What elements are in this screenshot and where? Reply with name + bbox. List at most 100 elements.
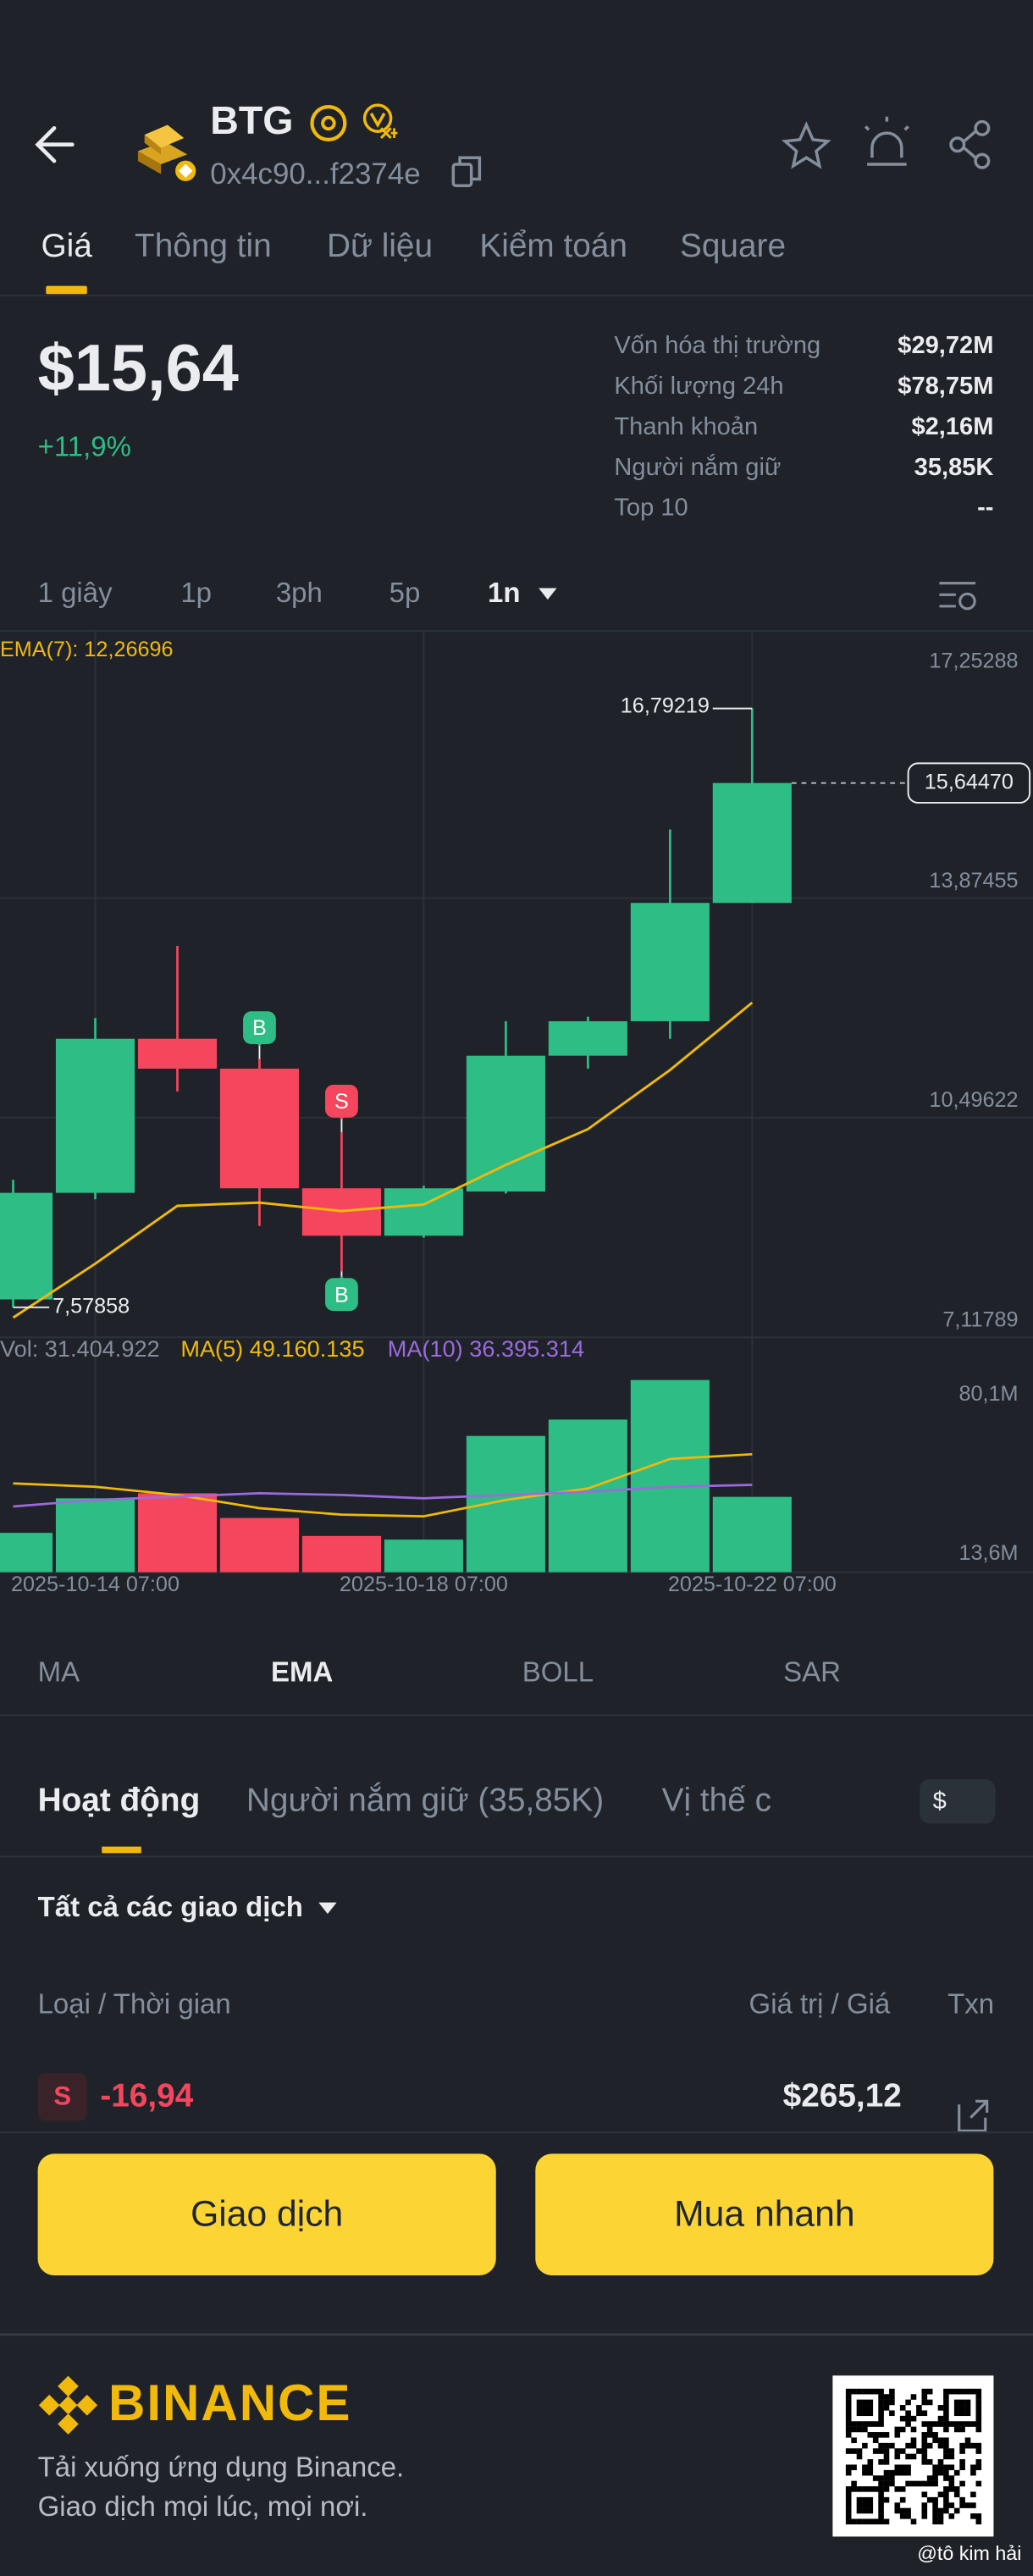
qr-module [943, 2437, 949, 2444]
qr-module [845, 2415, 852, 2422]
volume-bar [712, 1496, 792, 1573]
qr-module [851, 2426, 857, 2433]
side-label: S [53, 2081, 71, 2111]
tx-link-icon[interactable] [958, 2099, 989, 2132]
candle-body [712, 782, 792, 904]
trade-marker-label: B [334, 1283, 349, 1307]
qr-module [959, 2442, 965, 2449]
qr-module [883, 2405, 890, 2411]
indicator-tab[interactable]: BOLL [522, 1656, 594, 1688]
tab[interactable]: Dữ liệu [327, 228, 433, 264]
qr-module [975, 2399, 982, 2406]
token-logo [137, 124, 199, 184]
alert-icon[interactable] [864, 116, 909, 166]
qr-module [932, 2421, 938, 2427]
tab[interactable]: Square [680, 228, 786, 264]
qr-module [867, 2405, 874, 2411]
button-label: Mua nhanh [674, 2193, 854, 2234]
qr-module [937, 2491, 944, 2498]
qr-module [953, 2507, 960, 2514]
activity-tabs: Hoạt động Người nắm giữ (35,85K) Vị thế … [38, 1782, 771, 1818]
filter[interactable]: Tất cả các giao dịch [38, 1891, 303, 1922]
button-label: Giao dịch [191, 2193, 343, 2234]
qr-module [856, 2405, 863, 2411]
interval[interactable]: 1 giây [38, 577, 113, 608]
qr-module [899, 2405, 906, 2411]
qr-module [926, 2421, 933, 2427]
qr-module [975, 2405, 982, 2411]
qr-module [943, 2486, 949, 2492]
qr-module [975, 2464, 982, 2471]
qr-module [889, 2394, 895, 2400]
qr-module [953, 2469, 960, 2476]
qr-module [851, 2421, 857, 2427]
qr-module [959, 2502, 965, 2508]
interval[interactable]: 1p [180, 577, 212, 608]
indicator-tab[interactable]: MA [38, 1656, 80, 1688]
interval[interactable]: 3ph [276, 577, 323, 608]
dropdown-arrow [318, 1902, 337, 1915]
badge-icons [310, 103, 398, 142]
qr-module [910, 2480, 917, 2487]
qr-module [862, 2399, 868, 2406]
qr-module [964, 2502, 971, 2508]
qr-module [845, 2426, 852, 2433]
candle-body [466, 1055, 545, 1192]
qr-module [878, 2442, 884, 2449]
qr-module [921, 2491, 928, 2498]
stat-label: Top 10 [614, 495, 688, 522]
quick-buy-button[interactable] [535, 2153, 994, 2275]
qr-module [845, 2405, 852, 2411]
qr-module [872, 2518, 879, 2525]
activity-tab[interactable]: Vị thế c [662, 1782, 771, 1818]
indicator-tab[interactable]: SAR [783, 1656, 841, 1688]
tab[interactable]: Kiểm toán [479, 228, 627, 264]
currency-toggle[interactable] [920, 1779, 996, 1824]
qr-module [862, 2486, 868, 2492]
trade-button[interactable] [37, 2153, 496, 2275]
tab[interactable]: Giá [41, 228, 92, 264]
trade-marker [243, 1011, 276, 1045]
qr-module [845, 2502, 852, 2508]
qr-module [910, 2426, 917, 2433]
qr-module [872, 2388, 879, 2395]
activity-tab[interactable]: Người nắm giữ (35,85K) [246, 1782, 604, 1818]
volume-tick-label: 80,1M [958, 1382, 1018, 1406]
qr-module [921, 2399, 928, 2406]
ema-line [12, 1001, 754, 1319]
qr-module [937, 2421, 944, 2427]
qr-module [862, 2421, 868, 2427]
qr-module [889, 2388, 895, 2395]
qr-module [905, 2415, 911, 2422]
qr-module [932, 2464, 938, 2471]
qr-module [867, 2432, 874, 2438]
qr-module [943, 2410, 949, 2417]
qr-module [878, 2421, 884, 2427]
qr-module [975, 2410, 982, 2417]
chart-settings-icon[interactable] [939, 582, 976, 611]
qr-module [878, 2486, 884, 2492]
favorite-icon[interactable] [781, 121, 831, 169]
qr-module [964, 2442, 971, 2449]
back-button[interactable] [35, 125, 75, 163]
copy-icon[interactable] [451, 156, 482, 187]
share-icon[interactable] [949, 119, 991, 169]
qr-module [964, 2410, 971, 2417]
qr-module [899, 2507, 906, 2514]
qr-module [916, 2448, 922, 2454]
indicator-tab[interactable]: EMA [271, 1656, 333, 1688]
qr-module [889, 2410, 895, 2417]
qr-module [845, 2448, 852, 2454]
qr-module [932, 2480, 938, 2487]
qr-module [975, 2513, 982, 2519]
interval[interactable]: 1n [488, 577, 520, 608]
activity-tab[interactable]: Hoạt động [38, 1782, 201, 1818]
interval[interactable]: 5p [389, 577, 421, 608]
brand-name: BINANCE [108, 2374, 351, 2431]
column-header: Giá trị / Giá [749, 1988, 891, 2020]
qr-module [921, 2453, 928, 2460]
tab[interactable]: Thông tin [135, 228, 272, 264]
qr-module [878, 2448, 884, 2454]
qr-module [872, 2421, 879, 2427]
qr-module [899, 2513, 906, 2519]
